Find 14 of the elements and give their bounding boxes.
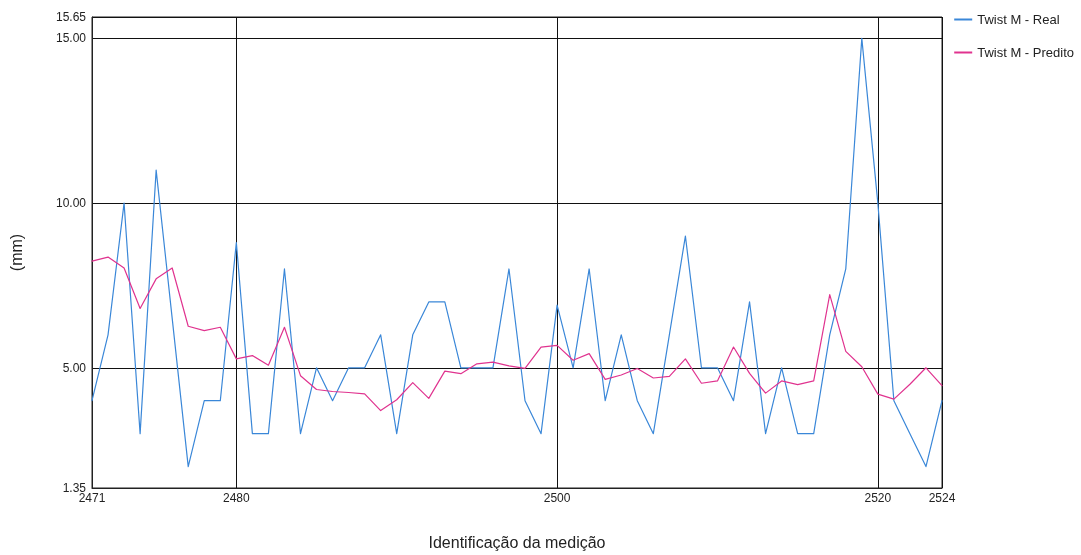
x-tick-label: 2520 [864,491,892,505]
y-tick-label: 15.00 [55,31,87,46]
line-series [91,37,943,468]
x-tick-label: 2500 [543,491,571,505]
x-tick-label: 2480 [222,491,251,505]
y-tick-label: 10.00 [55,196,87,211]
y-tick-label: 5.00 [62,360,87,375]
x-tick-label: 2524 [928,491,956,505]
x-axis-title: Identificação da medição [428,533,606,551]
legend-label: Twist M - Predito [977,45,1074,60]
legend-label: Twist M - Real [977,12,1060,27]
line-series [91,256,943,412]
y-tick-label: 15.65 [55,10,87,24]
y-axis-title: (mm) [7,233,25,272]
